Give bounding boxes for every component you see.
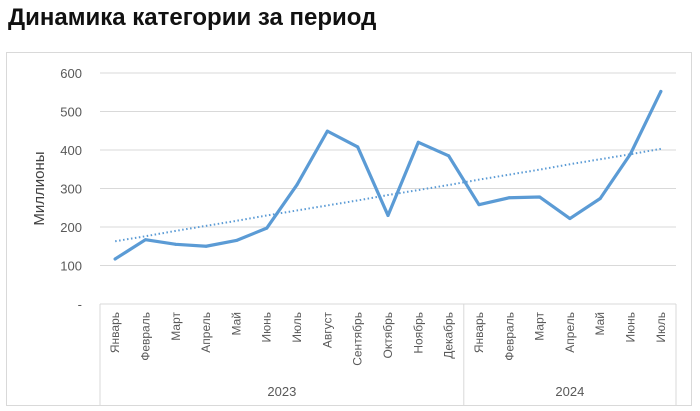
data-point <box>265 226 269 230</box>
group-label: 2024 <box>555 384 584 399</box>
y-axis-title: Миллионы <box>31 151 48 225</box>
data-point <box>477 203 481 207</box>
data-point <box>295 183 299 187</box>
data-point <box>416 140 420 144</box>
data-point <box>325 129 329 133</box>
data-point <box>356 145 360 149</box>
y-tick-label: 100 <box>60 259 82 274</box>
y-tick-label: 600 <box>60 66 82 81</box>
y-tick-label: 200 <box>60 220 82 235</box>
x-tick-label: Июль <box>290 312 304 343</box>
data-point <box>204 244 208 248</box>
x-tick-label: Июнь <box>624 312 638 343</box>
x-tick-label: Ноябрь <box>411 312 425 354</box>
x-tick-label: Март <box>533 312 547 341</box>
data-point <box>447 154 451 158</box>
data-point <box>113 257 117 261</box>
y-tick-label: - <box>78 297 82 312</box>
x-tick-label: Сентябрь <box>351 312 365 366</box>
x-tick-label: Октябрь <box>381 312 395 359</box>
data-point <box>568 217 572 221</box>
x-tick-label: Январь <box>472 312 486 353</box>
x-tick-label: Декабрь <box>442 312 456 359</box>
y-tick-label: 300 <box>60 182 82 197</box>
data-point <box>507 196 511 200</box>
x-tick-label: Апрель <box>563 312 577 353</box>
page-title: Динамика категории за период <box>8 4 377 31</box>
data-point <box>143 238 147 242</box>
y-tick-label: 400 <box>60 143 82 158</box>
trendline <box>114 147 662 243</box>
data-point <box>598 197 602 201</box>
x-tick-label: Январь <box>108 312 122 353</box>
data-point <box>174 242 178 246</box>
group-label: 2023 <box>267 384 296 399</box>
data-point <box>629 152 633 156</box>
y-tick-label: 500 <box>60 105 82 120</box>
x-tick-label: Февраль <box>502 312 516 361</box>
x-tick-label: Май <box>593 312 607 336</box>
x-tick-label: Февраль <box>138 312 152 361</box>
x-tick-label: Март <box>169 312 183 341</box>
data-point <box>234 238 238 242</box>
data-point <box>659 89 663 93</box>
x-tick-label: Август <box>320 312 334 349</box>
series-line <box>113 89 663 261</box>
x-tick-label: Май <box>229 312 243 336</box>
x-tick-label: Июнь <box>260 312 274 343</box>
x-tick-label: Июль <box>654 312 668 343</box>
x-tick-label: Апрель <box>199 312 213 353</box>
data-point <box>538 195 542 199</box>
data-point <box>386 213 390 217</box>
